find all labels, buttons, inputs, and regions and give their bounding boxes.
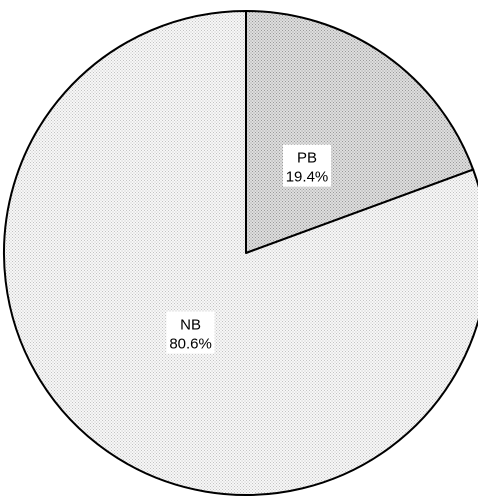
label-background <box>283 144 331 187</box>
slice-category-label: PB <box>297 150 317 167</box>
slice-value-label: 19.4% <box>286 169 329 186</box>
pie-slice-nb <box>3 10 478 496</box>
slice-label-nb: NB 80.6% <box>166 311 215 354</box>
pie-labels: PB 19.4% NB 80.6% <box>166 144 331 354</box>
pie-slices <box>3 10 478 496</box>
slice-label-pb: PB 19.4% <box>283 144 331 187</box>
slice-category-label: NB <box>180 316 201 333</box>
slice-value-label: 80.6% <box>169 335 212 352</box>
pie-slice-pb <box>245 10 475 254</box>
label-background <box>166 311 215 354</box>
